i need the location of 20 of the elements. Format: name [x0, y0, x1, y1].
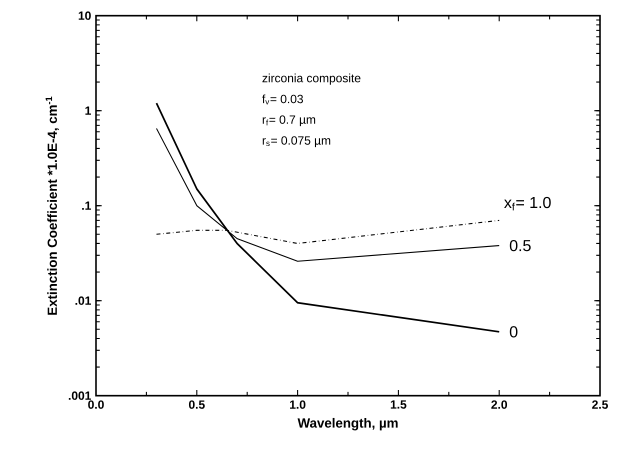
y-tick-label: .01 — [76, 296, 91, 305]
series-label: 0 — [510, 326, 518, 338]
annotation: f$_{v}$= 0.03 — [262, 94, 303, 104]
y-tick-label: .001 — [68, 391, 91, 400]
x-axis-title: Wavelength, µm — [298, 418, 398, 430]
series-label: 0.5 — [510, 240, 531, 252]
y-axis-title: Extinction Coefficient *1.0E-4, cm$^{-1}$ — [46, 96, 59, 315]
annotation: zirconia composite — [262, 74, 360, 85]
annotation: r$_{s}$= 0.075 µm — [262, 136, 330, 148]
series-label: x$_{f}$= 1.0 — [504, 196, 551, 210]
y-tick-label: .1 — [82, 202, 91, 210]
annotation: r$_{f}$= 0.7 µm — [262, 115, 316, 126]
x-tick-label: 0.5 — [188, 400, 205, 409]
y-tick-label: 10 — [78, 11, 91, 20]
x-tick-label: 1.5 — [390, 400, 406, 409]
x-tick-label: 1.0 — [290, 400, 306, 409]
x-tick-label: 2.0 — [491, 400, 508, 409]
y-tick-label: 1 — [85, 106, 91, 115]
x-tick-label: 2.5 — [592, 400, 608, 409]
x-tick-label: 0.0 — [88, 400, 104, 409]
